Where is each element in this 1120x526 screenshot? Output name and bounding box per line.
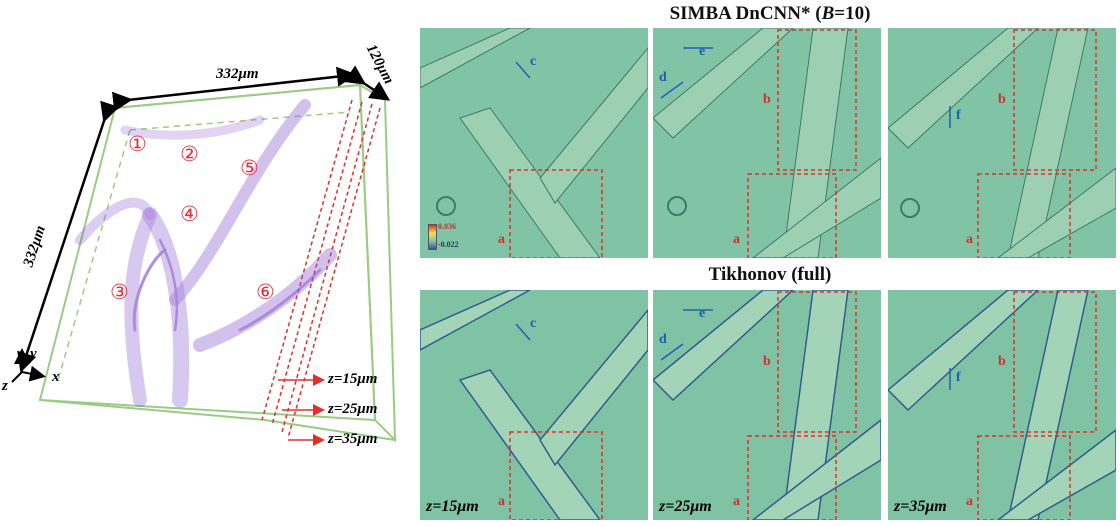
row-title-simba-prefix: SIMBA DnCNN* (: [669, 3, 822, 24]
reconstruction-image: [888, 28, 1116, 258]
row-title-simba: SIMBA DnCNN* (B=10): [420, 3, 1120, 25]
box-label-a: a: [733, 232, 740, 247]
panel-simba-z35: b a f: [888, 28, 1116, 258]
panel-tikhonov-z35: b a f z=35μm: [888, 290, 1116, 520]
axis-y-label: y: [30, 346, 37, 362]
box-label-b: b: [998, 92, 1006, 107]
reconstruction-image: [653, 28, 881, 258]
box-label-a: a: [966, 232, 973, 247]
arrow-label-f: f: [956, 370, 961, 385]
box-label-a: a: [966, 494, 973, 509]
arrow-label-e: e: [699, 44, 706, 59]
volume-rendering: 332μm 332μm 120μm y x z ① ② ③ ④ ⑤ ⑥ z=15…: [0, 0, 410, 526]
depth-caption: z=35μm: [894, 498, 947, 515]
box-label-b: b: [763, 354, 771, 369]
colorbar: [428, 224, 437, 250]
row-title-simba-suffix: =10): [834, 3, 871, 24]
colorbar-max: 0.036: [438, 222, 456, 231]
reconstruction-image: [888, 290, 1116, 520]
depth-label-15: z=15μm: [328, 371, 378, 387]
reconstruction-image: [653, 290, 881, 520]
colorbar-min: -0.022: [438, 240, 459, 249]
box-label-a: a: [498, 494, 505, 509]
volume-svg: [11, 65, 397, 446]
region-4-marker: ④: [180, 202, 199, 226]
region-2-marker: ②: [180, 142, 199, 166]
panel-simba-z25: b a e d: [653, 28, 881, 258]
arrow-label-c: c: [530, 316, 537, 331]
box-label-b: b: [998, 354, 1006, 369]
depth-caption: z=15μm: [426, 498, 479, 515]
region-3-marker: ③: [110, 280, 129, 304]
row-title-simba-italic: B: [821, 3, 835, 24]
arrow-label-d: d: [659, 70, 667, 85]
vessel-structures: [75, 99, 337, 408]
panel-tikhonov-z25: b a e d z=25μm: [653, 290, 881, 520]
region-6-marker: ⑥: [256, 280, 275, 304]
arrow-label-e: e: [699, 306, 706, 321]
axis-x-label: x: [52, 369, 60, 385]
box-label-b: b: [763, 92, 771, 107]
arrow-label-c: c: [530, 54, 537, 69]
box-label-a: a: [733, 494, 740, 509]
depth-label-25: z=25μm: [328, 401, 378, 417]
panel-tikhonov-z15: a c z=15μm: [420, 290, 648, 520]
axis-z-label: z: [2, 378, 8, 394]
panel-simba-z15: a c 0.036 -0.022: [420, 28, 648, 258]
width-label: 332μm: [216, 66, 259, 82]
region-5-marker: ⑤: [240, 156, 259, 180]
depth-caption: z=25μm: [659, 498, 712, 515]
arrow-label-d: d: [659, 332, 667, 347]
row-title-tikhonov: Tikhonov (full): [708, 264, 832, 285]
depth-label-35: z=35μm: [328, 431, 378, 447]
arrow-label-f: f: [956, 108, 961, 123]
reconstruction-image: [420, 290, 648, 520]
box-label-a: a: [498, 232, 505, 247]
region-1-marker: ①: [128, 132, 147, 156]
reconstruction-image: [420, 28, 648, 258]
